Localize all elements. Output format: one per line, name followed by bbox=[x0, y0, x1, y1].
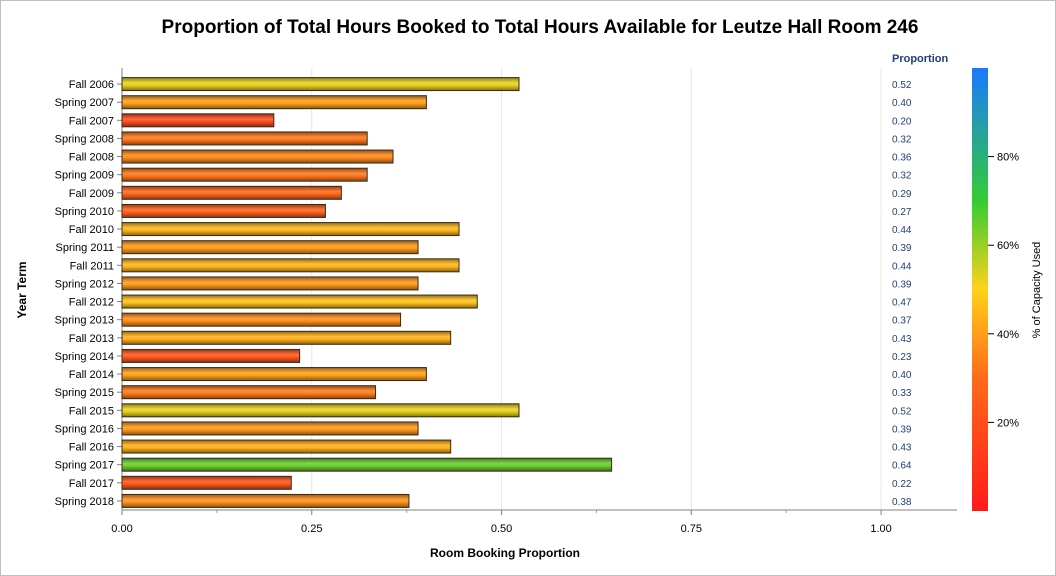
proportion-value-label: 0.52 bbox=[892, 406, 912, 417]
category-label: Spring 2014 bbox=[55, 351, 114, 363]
proportion-value-label: 0.39 bbox=[892, 279, 912, 290]
bar bbox=[121, 439, 452, 454]
x-tick-label: 0.25 bbox=[301, 523, 322, 535]
category-label: Fall 2010 bbox=[69, 224, 114, 236]
proportion-value-label: 0.36 bbox=[892, 153, 912, 164]
color-legend: % of Capacity Used 20% 40% 60% 80% bbox=[972, 68, 1043, 511]
category-label: Spring 2013 bbox=[55, 315, 114, 327]
category-label: Fall 2011 bbox=[70, 260, 114, 272]
bar bbox=[121, 77, 520, 92]
proportion-value-label: 0.32 bbox=[892, 134, 912, 145]
x-tick-label: 0.00 bbox=[111, 523, 132, 535]
proportion-value-label: 0.27 bbox=[892, 207, 912, 218]
category-label: Fall 2014 bbox=[69, 369, 114, 381]
bar bbox=[121, 475, 292, 490]
proportion-value-label: 0.29 bbox=[892, 189, 912, 200]
bar bbox=[121, 385, 377, 400]
proportion-value-label: 0.52 bbox=[892, 80, 912, 91]
proportion-value-label: 0.22 bbox=[892, 479, 912, 490]
category-label: Fall 2009 bbox=[69, 188, 114, 200]
proportion-value-label: 0.38 bbox=[892, 497, 912, 508]
category-label: Fall 2012 bbox=[69, 297, 114, 309]
bar bbox=[121, 348, 301, 363]
bar bbox=[121, 185, 342, 200]
y-axis-label: Year Term bbox=[15, 261, 29, 318]
bar bbox=[121, 421, 419, 436]
bar bbox=[121, 149, 394, 164]
bar bbox=[121, 131, 368, 146]
x-tick-label: 0.50 bbox=[491, 523, 512, 535]
proportion-value-label: 0.40 bbox=[892, 370, 912, 381]
legend-tick-label: 80% bbox=[997, 152, 1019, 164]
bar bbox=[121, 258, 460, 273]
category-label: Spring 2009 bbox=[55, 170, 114, 182]
proportion-value-label: 0.64 bbox=[892, 461, 912, 472]
category-label: Spring 2008 bbox=[55, 133, 114, 145]
legend-tick-label: 20% bbox=[997, 417, 1019, 429]
bar bbox=[121, 203, 326, 218]
proportion-column-header: Proportion bbox=[892, 53, 948, 65]
proportion-value-label: 0.23 bbox=[892, 352, 912, 363]
proportion-value-label: 0.37 bbox=[892, 316, 912, 327]
bar bbox=[121, 312, 402, 327]
plot-area: 0.00 0.25 0.50 0.75 1.00 Fall 2006 0.52 Spring … bbox=[55, 68, 957, 535]
proportion-value-label: 0.39 bbox=[892, 424, 912, 435]
category-label: Spring 2016 bbox=[55, 423, 114, 435]
x-axis-label: Room Booking Proportion bbox=[430, 546, 580, 560]
proportion-value-label: 0.33 bbox=[892, 388, 912, 399]
bar bbox=[121, 113, 275, 128]
proportion-value-label: 0.43 bbox=[892, 334, 912, 345]
bar bbox=[121, 403, 520, 418]
proportion-value-label: 0.43 bbox=[892, 443, 912, 454]
x-tick-label: 0.75 bbox=[681, 523, 702, 535]
bar bbox=[121, 330, 452, 345]
category-label: Spring 2017 bbox=[55, 460, 114, 472]
category-label: Fall 2006 bbox=[69, 79, 114, 91]
bar bbox=[121, 367, 427, 382]
color-legend-title: % of Capacity Used bbox=[1031, 242, 1043, 339]
proportion-value-label: 0.40 bbox=[892, 98, 912, 109]
category-label: Spring 2018 bbox=[55, 496, 114, 508]
category-label: Spring 2011 bbox=[55, 242, 114, 254]
proportion-value-label: 0.39 bbox=[892, 243, 912, 254]
chart-title: Proportion of Total Hours Booked to Tota… bbox=[162, 17, 919, 38]
bar bbox=[121, 95, 427, 110]
category-label: Spring 2010 bbox=[55, 206, 114, 218]
bar bbox=[121, 457, 613, 472]
bar bbox=[121, 222, 460, 237]
bar bbox=[121, 240, 419, 255]
proportion-value-label: 0.32 bbox=[892, 171, 912, 182]
proportion-value-label: 0.20 bbox=[892, 116, 912, 127]
proportion-value-label: 0.47 bbox=[892, 298, 912, 309]
bar bbox=[121, 294, 478, 309]
legend-tick-label: 60% bbox=[997, 240, 1019, 252]
proportion-value-label: 0.44 bbox=[892, 225, 912, 236]
category-label: Fall 2013 bbox=[69, 333, 114, 345]
category-label: Fall 2016 bbox=[69, 442, 114, 454]
color-legend-gradient bbox=[972, 68, 988, 511]
category-label: Fall 2017 bbox=[69, 478, 114, 490]
category-label: Fall 2008 bbox=[69, 152, 114, 164]
category-label: Spring 2012 bbox=[55, 278, 114, 290]
category-label: Spring 2007 bbox=[55, 97, 114, 109]
bar bbox=[121, 493, 410, 508]
category-label: Fall 2015 bbox=[69, 405, 114, 417]
category-label: Fall 2007 bbox=[69, 115, 114, 127]
category-label: Spring 2015 bbox=[55, 387, 114, 399]
proportion-value-label: 0.44 bbox=[892, 261, 912, 272]
bar bbox=[121, 276, 419, 291]
x-tick-label: 1.00 bbox=[870, 523, 891, 535]
bar bbox=[121, 167, 368, 182]
legend-tick-label: 40% bbox=[997, 329, 1019, 341]
